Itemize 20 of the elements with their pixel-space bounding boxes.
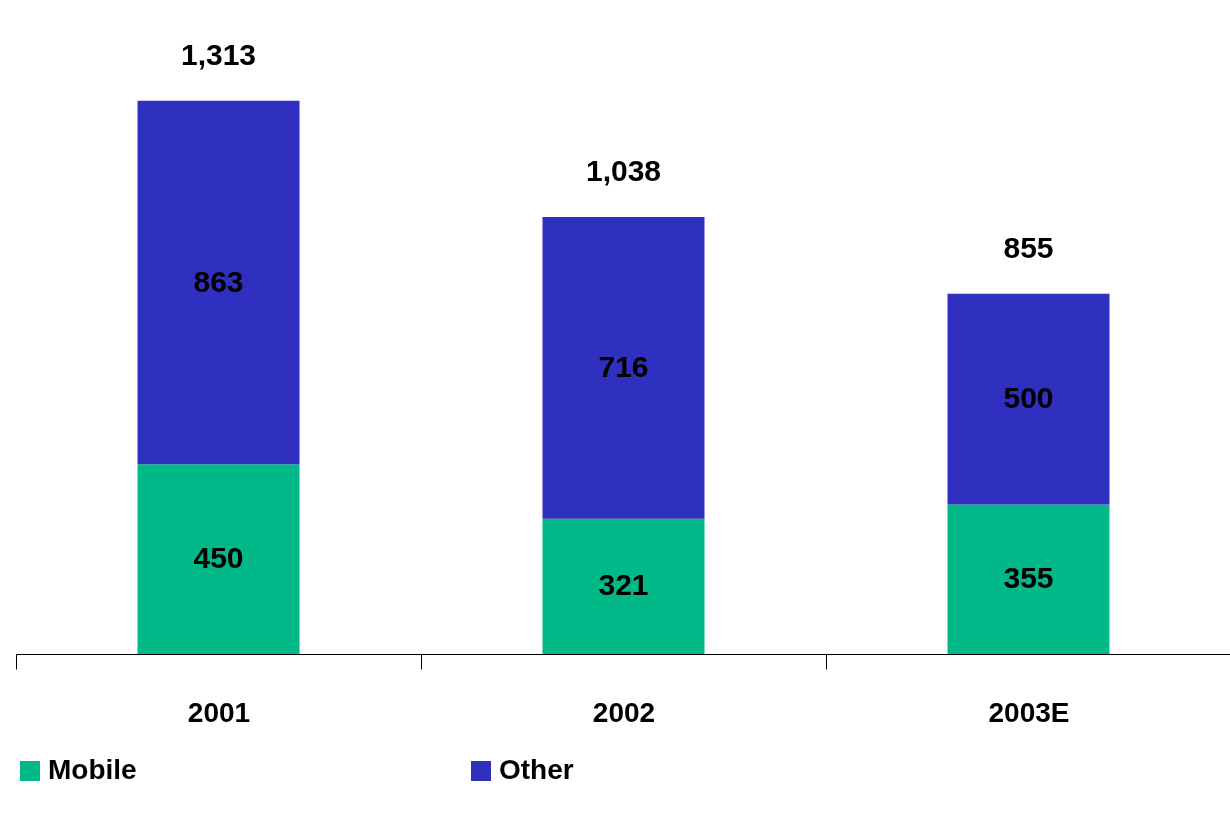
bar: [542, 518, 705, 654]
bar: [542, 216, 705, 519]
data-label: 500: [1003, 381, 1054, 415]
data-label: 355: [1003, 561, 1054, 595]
total-label: 1,313: [180, 37, 257, 71]
legend-label: Mobile: [48, 754, 137, 785]
data-label: 450: [193, 541, 244, 575]
x-tick-label: 2002: [592, 696, 656, 728]
bar: [947, 504, 1110, 654]
legend-label: Other: [499, 754, 574, 785]
bar: [947, 293, 1110, 505]
bar: [137, 464, 300, 654]
x-tick-label: 2001: [187, 696, 251, 728]
total-label: 855: [1003, 230, 1054, 264]
x-tick-label: 2003E: [988, 696, 1070, 728]
bar: [137, 100, 300, 465]
data-label: 863: [193, 264, 244, 298]
data-label: 321: [598, 568, 649, 602]
data-label: 716: [598, 349, 649, 383]
total-label: 1,038: [585, 153, 662, 187]
